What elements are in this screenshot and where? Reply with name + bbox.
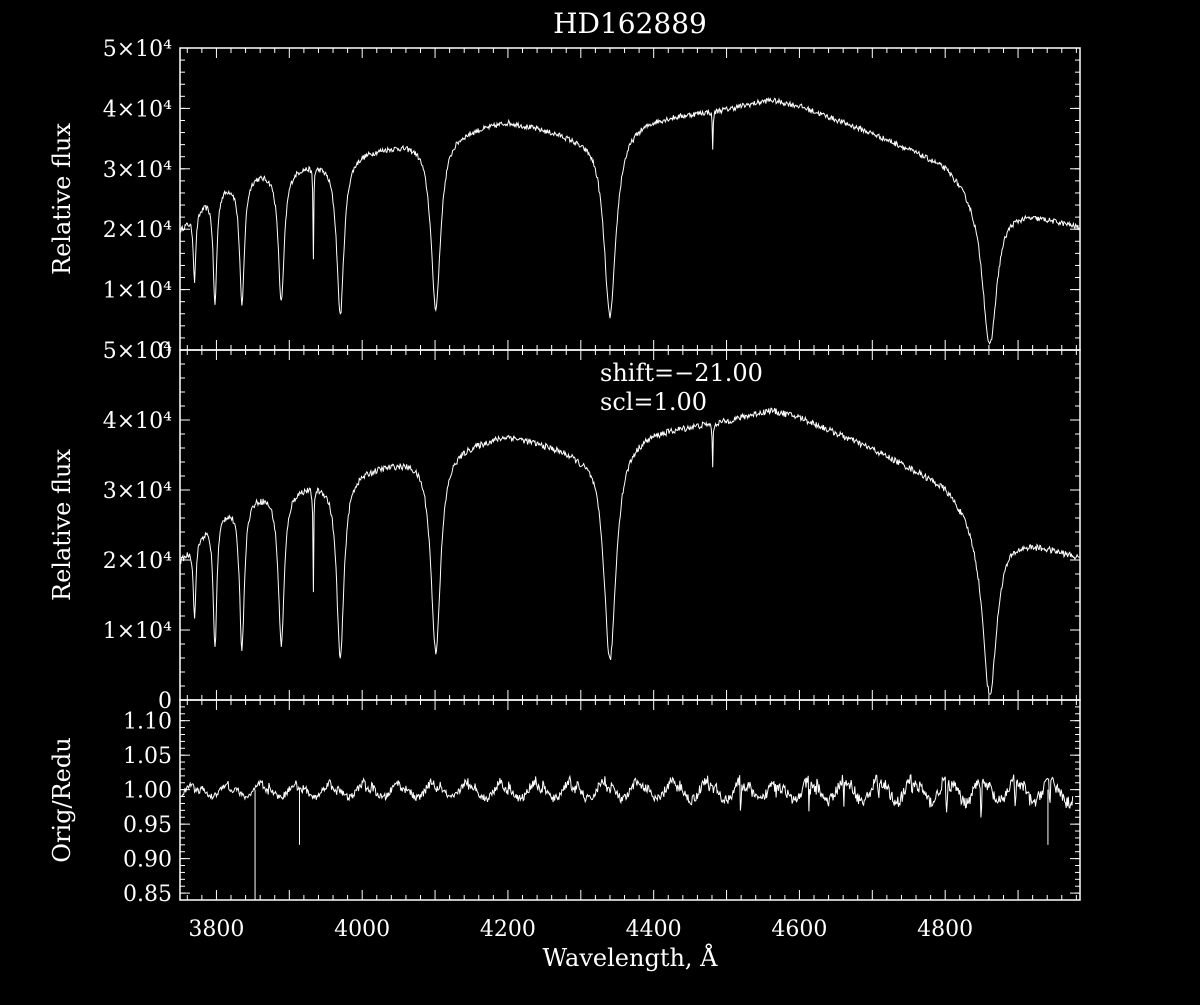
y-tick-label: 1.00 (123, 779, 172, 804)
y-axis-label: Relative flux (48, 123, 76, 275)
y-tick-label: 4×10⁴ (103, 409, 172, 434)
y-tick-label: 3×10⁴ (103, 479, 172, 504)
ratio-line (181, 774, 1074, 818)
x-tick-label: 4000 (334, 917, 390, 942)
y-tick-label: 5×10⁴ (103, 339, 172, 364)
y-tick-label: 0.90 (123, 848, 172, 873)
y-tick-label: 0.85 (123, 882, 172, 907)
panel-frame (179, 699, 1081, 901)
panel-top: 0 1×10⁴ 2×10⁴ 3×10⁴ 4×10⁴ 5×10⁴ Relative flux (48, 37, 1081, 364)
panel-middle: 0 1×10⁴ 2×10⁴ 3×10⁴ 4×10⁴ 5×10⁴ Relative flux s… (48, 339, 1081, 714)
annotation-text: shift=−21.00 (600, 359, 763, 387)
x-tick-label: 3800 (188, 917, 244, 942)
spectrum-line-middle (180, 407, 1080, 695)
y-tick-label: 1×10⁴ (103, 279, 172, 304)
y-tick-label: 0 (158, 689, 172, 714)
y-axis-label: Relative flux (48, 449, 76, 601)
x-tick-label: 4400 (626, 917, 682, 942)
y-tick-label: 1×10⁴ (103, 619, 172, 644)
panel-bottom: 3800 4000 4200 4400 4600 4800 0.85 0.90 0.95 1.00… (48, 699, 1081, 942)
spectrum-line-top (180, 96, 1080, 345)
y-axis-label: Orig/Redu (48, 737, 76, 862)
y-tick-label: 4×10⁴ (103, 97, 172, 122)
x-tick-label: 4200 (480, 917, 536, 942)
x-tick-label: 4600 (771, 917, 827, 942)
annotation-text: scl=1.00 (600, 388, 707, 416)
x-tick-label: 4800 (917, 917, 973, 942)
y-tick-label: 0.95 (123, 813, 172, 838)
y-tick-label: 2×10⁴ (103, 218, 172, 243)
y-tick-label: 3×10⁴ (103, 158, 172, 183)
y-tick-label: 5×10⁴ (103, 37, 172, 62)
y-tick-label: 1.05 (123, 744, 172, 769)
x-axis-label: Wavelength, Å (542, 943, 718, 972)
y-tick-label: 1.10 (123, 710, 172, 735)
chart-title: HD162889 (553, 7, 707, 40)
y-tick-label: 0 (158, 339, 172, 364)
y-tick-label: 2×10⁴ (103, 549, 172, 574)
